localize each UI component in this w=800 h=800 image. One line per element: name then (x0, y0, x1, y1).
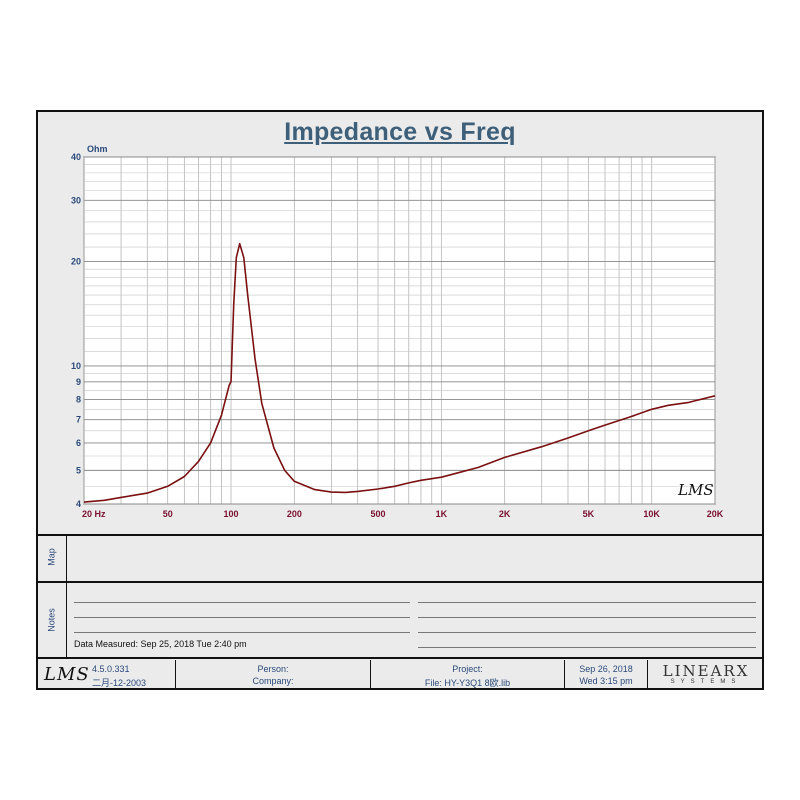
x-tick-label: 5K (583, 509, 595, 519)
notes-line (418, 632, 756, 633)
x-tick-label: 50 (163, 509, 173, 519)
y-unit-label: Ohm (87, 144, 108, 154)
map-label: Map (46, 548, 57, 566)
footer-top-border (36, 657, 764, 659)
notes-line (74, 602, 410, 603)
company-label: Company: (252, 676, 294, 686)
x-tick-label: 1K (436, 509, 448, 519)
linearx-logo-subtitle: SYSTEMS (670, 679, 742, 685)
x-tick-label: 100 (224, 509, 239, 519)
notes-line (418, 617, 756, 618)
y-tick-label: 20 (71, 256, 81, 266)
x-tick-label: 10K (643, 509, 660, 519)
x-tick-label: 200 (287, 509, 302, 519)
y-tick-label: 8 (76, 395, 81, 405)
map-label-column (36, 535, 67, 582)
notes-label: Notes (46, 608, 57, 632)
plot-area (83, 156, 716, 505)
y-tick-label: 10 (71, 361, 81, 371)
version-number: 4.5.0.331 (92, 664, 130, 674)
person-label: Person: (257, 664, 289, 674)
linearx-logo: LINEARX (662, 662, 750, 680)
notes-line (418, 602, 756, 603)
x-tick-labels: 20 Hz 50 100 200 500 1K 2K 5K 10K 20K (82, 509, 724, 519)
file-label: File: HY-Y3Q1 8欧.lib (424, 678, 511, 688)
impedance-curve (83, 242, 716, 503)
y-tick-label: 30 (71, 195, 81, 205)
y-tick-label: 40 (71, 152, 81, 162)
notes-line (74, 617, 410, 618)
project-label: Project: (452, 664, 483, 674)
chart-title: Impedance vs Freq (284, 118, 516, 146)
map-section-top-border (36, 534, 764, 536)
version-date: 二月-12-2003 (92, 678, 147, 688)
x-tick-label: 20 Hz (82, 509, 106, 519)
x-tick-label: 20K (707, 509, 724, 519)
y-tick-label: 6 (76, 438, 81, 448)
y-tick-label: 5 (76, 465, 81, 475)
notes-section-top-border (36, 581, 764, 583)
y-tick-labels: 4 5 6 7 8 9 10 20 30 40 (71, 152, 81, 509)
x-tick-label: 2K (499, 509, 511, 519)
data-measured-text: Data Measured: Sep 25, 2018 Tue 2:40 pm (74, 639, 247, 649)
print-time: Wed 3:15 pm (579, 676, 633, 686)
y-tick-label: 7 (76, 415, 81, 425)
footer-logo-cell: 4.5.0.331 二月-12-2003 (38, 660, 176, 688)
x-tick-label: 500 (371, 509, 386, 519)
y-tick-label: 9 (76, 377, 81, 387)
lms-logo: LMS (44, 664, 90, 685)
footer-project-cell: Project: File: HY-Y3Q1 8欧.lib (371, 660, 565, 688)
notes-label-column (36, 582, 67, 658)
footer-date-cell: Sep 26, 2018 Wed 3:15 pm (565, 660, 648, 688)
footer-person-cell: Person: Company: (176, 660, 371, 688)
print-date: Sep 26, 2018 (579, 664, 633, 674)
y-tick-label: 4 (76, 499, 81, 509)
notes-line (418, 647, 756, 648)
notes-line (74, 632, 410, 633)
lms-watermark: LMS (678, 481, 714, 499)
